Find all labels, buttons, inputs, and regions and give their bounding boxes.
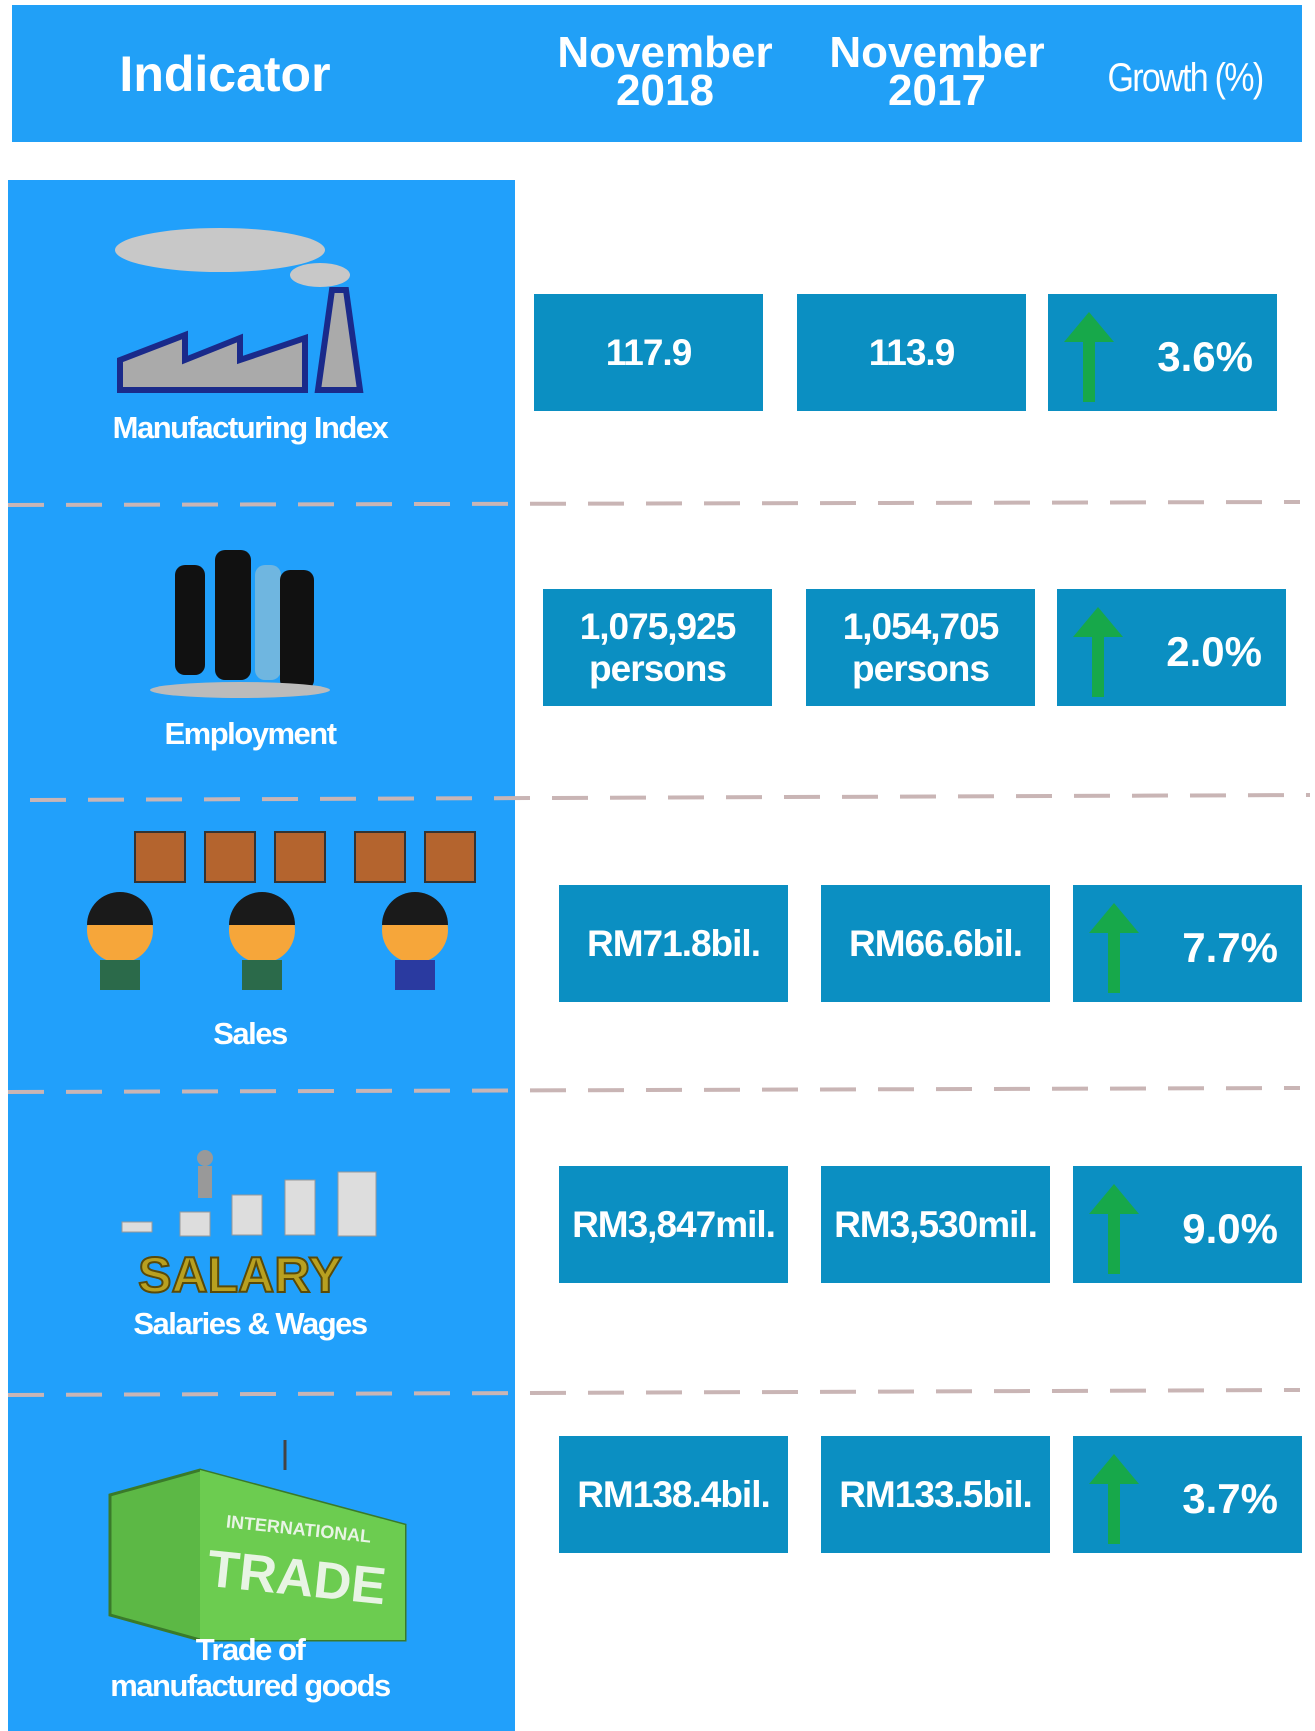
growth-value: 9.0% (1182, 1204, 1278, 1252)
value-box: RM133.5bil. (821, 1436, 1050, 1553)
value-box: RM3,530mil. (821, 1166, 1050, 1283)
header-2018: November 2018 (540, 28, 790, 115)
label-line: Sales (213, 1016, 288, 1051)
value-box: 1,075,925 persons (543, 589, 772, 706)
separator (7, 1388, 1301, 1397)
header-2017: November 2017 (812, 28, 1062, 115)
value-line: RM71.8bil. (587, 922, 761, 964)
growth-value: 3.6% (1157, 332, 1253, 380)
svg-text:SALARY: SALARY (138, 1247, 342, 1303)
value-box: 117.9 (534, 294, 763, 411)
value-box: RM3,847mil. (559, 1166, 788, 1283)
header-line: November (829, 28, 1045, 77)
value-box: 1,054,705 persons (806, 589, 1035, 706)
indicator-label: Trade of manufactured goods (40, 1632, 460, 1704)
growth-box: 7.7% (1073, 885, 1302, 1002)
indicator-label: Manufacturing Index (40, 410, 460, 446)
value-line: persons (589, 647, 727, 689)
indicator-label: Salaries & Wages (40, 1306, 460, 1342)
up-arrow (1089, 903, 1139, 993)
growth-value: 3.7% (1182, 1474, 1278, 1522)
separator (7, 500, 1301, 507)
separators (7, 500, 1311, 1397)
salary-icon: SALARY (121, 1150, 377, 1304)
value-line: RM3,530mil. (834, 1203, 1038, 1245)
value-line: 113.9 (868, 331, 956, 373)
up-arrow (1089, 1184, 1139, 1274)
factory-icon (115, 228, 364, 393)
people-icon (150, 550, 330, 698)
value-line: RM3,847mil. (572, 1203, 776, 1245)
growth-box: 2.0% (1057, 589, 1286, 706)
growth-box: 3.6% (1048, 294, 1277, 411)
value-line: persons (852, 647, 990, 689)
up-arrow (1089, 1454, 1139, 1544)
growth-value: 7.7% (1182, 923, 1278, 971)
growth-box: 3.7% (1073, 1436, 1302, 1553)
value-box: RM138.4bil. (559, 1436, 788, 1553)
sales-icon (87, 831, 476, 990)
label-line: Trade of (195, 1632, 306, 1667)
growth-value: 2.0% (1166, 627, 1262, 675)
label-line: Manufacturing Index (112, 410, 389, 445)
value-line: 1,075,925 (579, 605, 737, 647)
up-arrow (1064, 312, 1114, 402)
value-line: RM133.5bil. (839, 1473, 1033, 1515)
label-line: manufactured goods (110, 1668, 391, 1703)
value-line: RM66.6bil. (849, 922, 1023, 964)
container-icon: TRADE INTERNATIONAL (108, 1440, 407, 1642)
label-line: Employment (164, 716, 337, 751)
header-line: 2018 (616, 66, 714, 115)
value-line: RM138.4bil. (577, 1473, 771, 1515)
value-box: 113.9 (797, 294, 1026, 411)
growth-box: 9.0% (1073, 1166, 1302, 1283)
label-line: Salaries & Wages (133, 1306, 368, 1341)
separator (29, 793, 1311, 802)
indicator-label: Employment (40, 716, 460, 752)
header-line: 2017 (888, 66, 986, 115)
up-arrow (1073, 607, 1123, 697)
header-indicator: Indicator (119, 46, 331, 102)
value-box: RM66.6bil. (821, 885, 1050, 1002)
value-box: RM71.8bil. (559, 885, 788, 1002)
indicator-label: Sales (40, 1016, 460, 1052)
header-growth: Growth (%) (1107, 56, 1265, 100)
header-bar (12, 5, 1302, 142)
separator (7, 1086, 1301, 1094)
value-line: 117.9 (605, 331, 693, 373)
header-line: November (557, 28, 773, 77)
value-line: 1,054,705 (842, 605, 1000, 647)
